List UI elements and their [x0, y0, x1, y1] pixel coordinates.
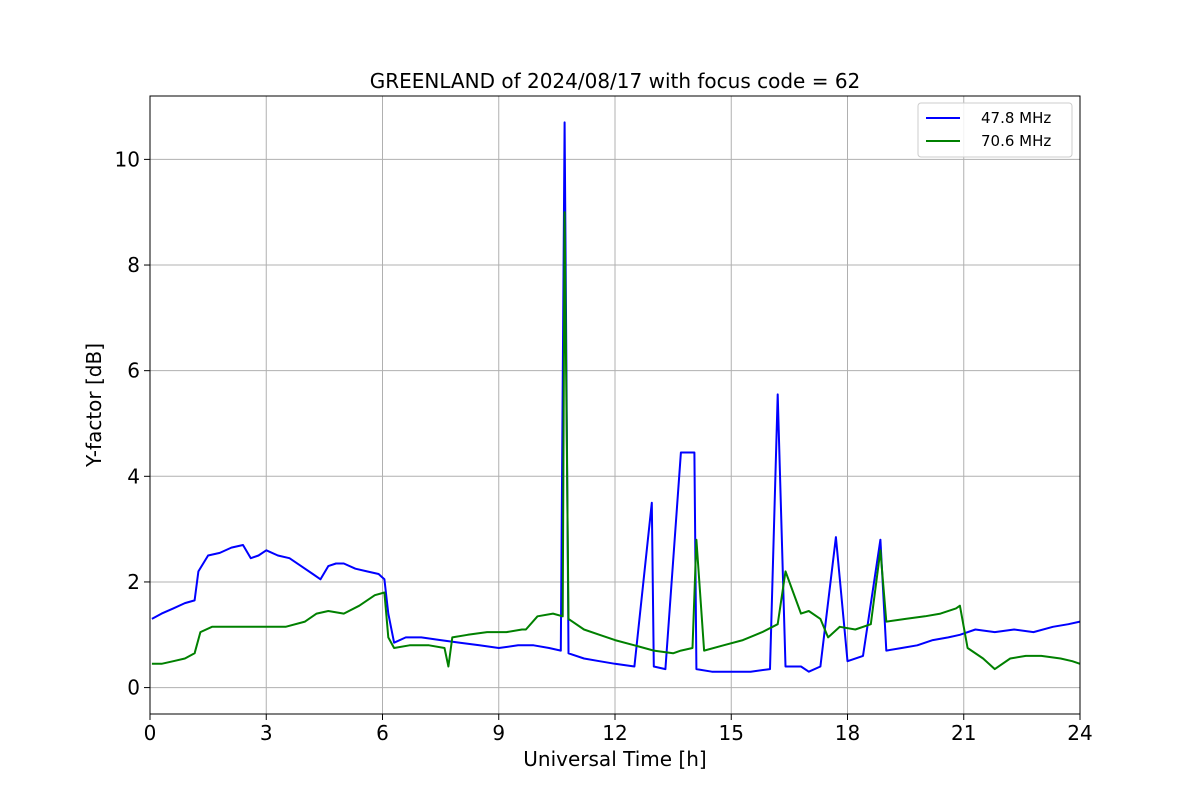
- x-tick-label: 6: [376, 721, 389, 745]
- x-tick-label: 12: [602, 721, 627, 745]
- legend: 47.8 MHz 70.6 MHz: [917, 102, 1073, 158]
- x-tick-label: 21: [951, 721, 976, 745]
- y-tick-label: 0: [127, 676, 140, 700]
- series-line-47.8-mhz: [151, 121, 1081, 673]
- x-tick-label: 18: [835, 721, 860, 745]
- legend-box: [917, 102, 1073, 158]
- y-tick-label: 10: [115, 147, 140, 171]
- series-line-70.6-mhz: [151, 211, 1081, 671]
- chart-title: GREENLAND of 2024/08/17 with focus code …: [370, 69, 861, 93]
- y-tick-label: 4: [127, 464, 140, 488]
- y-tick-label: 8: [127, 253, 140, 277]
- x-tick-label: 24: [1067, 721, 1092, 745]
- x-tick-label: 9: [492, 721, 505, 745]
- x-tick-label: 3: [260, 721, 273, 745]
- y-axis-label: Y-factor [dB]: [82, 343, 106, 468]
- y-tick-label: 6: [127, 359, 140, 383]
- x-axis-label: Universal Time [h]: [523, 747, 706, 771]
- legend-label-47.8: 47.8 MHz: [981, 109, 1051, 127]
- legend-label-70.6: 70.6 MHz: [981, 132, 1051, 150]
- y-tick-label: 2: [127, 570, 140, 594]
- x-tick-label: 15: [719, 721, 744, 745]
- x-tick-label: 0: [144, 721, 157, 745]
- series-layer: [151, 121, 1081, 673]
